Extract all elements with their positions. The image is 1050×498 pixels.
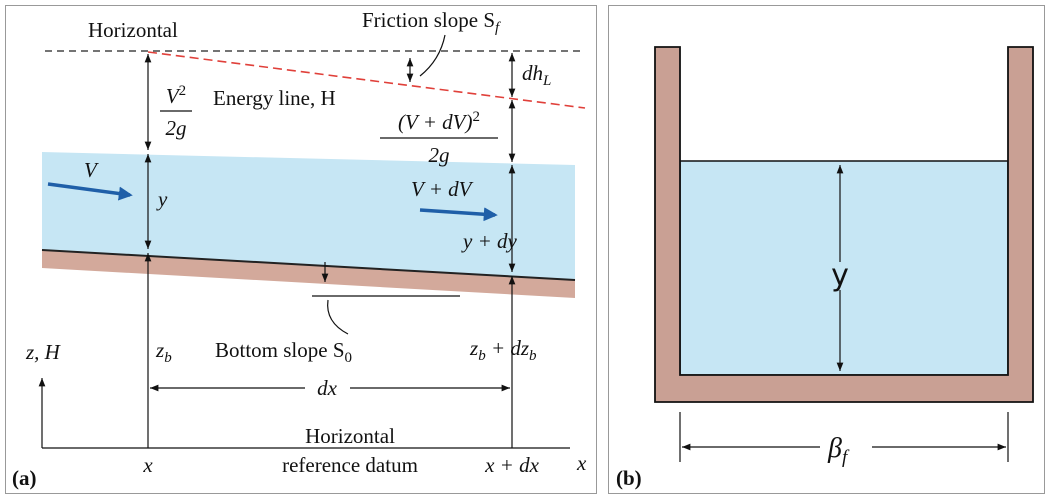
label: dx xyxy=(317,376,338,400)
panel-label: (b) xyxy=(616,466,642,490)
denominator: 2g xyxy=(166,116,187,140)
label: V xyxy=(84,158,99,182)
text: z xyxy=(469,336,478,360)
figure: Horizontal Friction slope Sf dhL V 2 2g E… xyxy=(0,0,1050,498)
label: Bottom slope S0 xyxy=(215,338,352,366)
label: x + dx xyxy=(484,453,539,477)
subscript: b xyxy=(529,348,537,364)
axis-label: x xyxy=(576,451,587,475)
axis-label: z, H xyxy=(25,340,62,364)
label: reference datum xyxy=(282,453,418,477)
label: Horizontal xyxy=(88,18,178,42)
text: dh xyxy=(522,61,543,85)
text: + dz xyxy=(486,336,529,360)
label: y xyxy=(156,187,168,211)
panel-b: y βf (b) xyxy=(609,6,1045,494)
text: (V + dV) xyxy=(398,110,472,134)
superscript: 2 xyxy=(472,109,480,125)
label: y + dy xyxy=(461,229,517,253)
numerator: (V + dV)2 xyxy=(398,109,480,134)
label: V + dV xyxy=(411,177,474,201)
text: β xyxy=(827,433,842,464)
label: Energy line, H xyxy=(213,86,336,110)
subscript: b xyxy=(164,350,172,366)
text: Friction slope S xyxy=(362,8,495,32)
label: y xyxy=(831,258,849,293)
subscript: L xyxy=(542,73,551,89)
label: Horizontal xyxy=(305,424,395,448)
text: z xyxy=(155,338,164,362)
panel-a: Horizontal Friction slope Sf dhL V 2 2g E… xyxy=(6,6,597,494)
label: Friction slope Sf xyxy=(362,8,501,36)
denominator: 2g xyxy=(429,143,450,167)
superscript: 2 xyxy=(179,83,187,99)
label: x xyxy=(142,453,153,477)
text: Bottom slope S xyxy=(215,338,345,362)
panel-label: (a) xyxy=(12,466,37,490)
subscript: 0 xyxy=(345,350,353,366)
